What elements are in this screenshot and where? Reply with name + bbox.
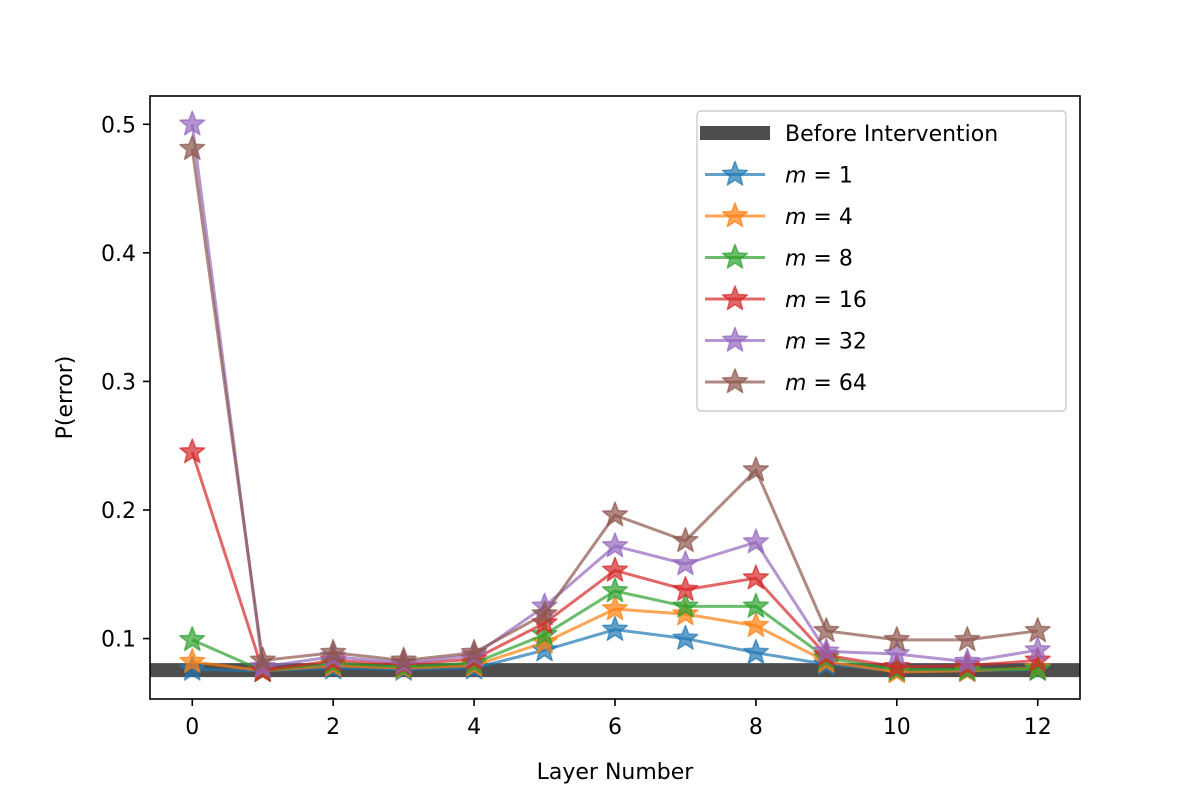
legend-value: = 4: [806, 205, 852, 230]
x-axis-label: Layer Number: [537, 760, 695, 785]
data-point: [954, 626, 981, 652]
legend-var: m: [785, 205, 806, 230]
data-point: [1024, 617, 1051, 643]
data-point: [179, 626, 206, 652]
data-point: [1024, 655, 1051, 681]
data-point: [601, 501, 629, 527]
y-tick-label: 0.3: [101, 370, 136, 395]
data-point: [672, 550, 699, 576]
legend-var: m: [785, 288, 806, 313]
data-point: [249, 646, 276, 672]
legend-value: = 8: [806, 247, 852, 272]
data-point: [742, 638, 770, 664]
x-tick-label: 8: [749, 715, 763, 740]
legend-value: = 1: [806, 164, 852, 189]
data-point: [179, 647, 206, 673]
data-point: [1024, 646, 1051, 672]
legend-baseline-label: Before Intervention: [785, 122, 998, 147]
legend-box: [696, 110, 1067, 412]
data-point: [672, 624, 699, 650]
legend-value: = 16: [806, 288, 866, 313]
legend-label-m32: m = 32: [785, 330, 867, 355]
data-point: [601, 615, 629, 641]
y-tick-label: 0.5: [101, 113, 136, 138]
data-point: [883, 653, 910, 679]
data-point: [601, 556, 629, 582]
legend-handle-star: [721, 202, 749, 228]
legend-var: m: [785, 371, 806, 396]
y-tick-label: 0.4: [101, 242, 136, 267]
legend-handle-star: [721, 243, 749, 269]
data-point: [1024, 636, 1051, 662]
legend-handle-star: [721, 160, 749, 186]
legend-label-m4: m = 4: [785, 205, 853, 230]
data-point: [813, 637, 840, 663]
x-axis-ticks: 0 2 4 6 8 10 12: [185, 699, 1052, 740]
data-point: [672, 527, 699, 553]
data-point: [742, 528, 770, 554]
data-point: [672, 592, 699, 618]
data-point: [672, 575, 699, 601]
data-point: [179, 134, 206, 160]
y-tick-label: 0.2: [101, 499, 136, 524]
data-point: [390, 646, 417, 672]
data-point: [531, 600, 558, 626]
x-tick-label: 0: [185, 715, 199, 740]
y-tick-label: 0.1: [101, 628, 136, 653]
legend-var: m: [785, 330, 806, 355]
y-axis-ticks: 0.1 0.2 0.3 0.4 0.5: [101, 113, 150, 653]
legend-value: = 64: [806, 371, 866, 396]
data-point: [742, 611, 770, 637]
data-point: [954, 647, 981, 673]
legend-handle-star: [721, 368, 749, 394]
x-tick-label: 2: [326, 715, 340, 740]
data-point: [742, 564, 770, 590]
legend-label-m1: m = 1: [785, 164, 853, 189]
x-tick-label: 12: [1024, 715, 1052, 740]
data-point: [742, 592, 770, 618]
legend-value: = 32: [806, 330, 866, 355]
legend-handle-star: [721, 285, 749, 311]
legend-label-m64: m = 64: [785, 371, 867, 396]
data-point: [179, 438, 206, 464]
data-point: [460, 638, 488, 664]
data-point: [179, 110, 206, 136]
series-64: [179, 134, 1051, 672]
legend-var: m: [785, 247, 806, 272]
data-point: [601, 595, 629, 621]
data-point: [601, 532, 629, 558]
legend-var: m: [785, 164, 806, 189]
x-tick-label: 10: [883, 715, 911, 740]
data-point: [531, 620, 558, 646]
plot-content: [150, 110, 1080, 684]
data-point: [883, 626, 910, 652]
x-tick-label: 4: [467, 715, 481, 740]
data-point: [672, 600, 699, 626]
data-point: [883, 640, 910, 666]
x-tick-label: 6: [608, 715, 622, 740]
legend-handle-star: [721, 326, 749, 352]
y-axis-label: P(error): [53, 356, 78, 440]
data-point: [742, 456, 770, 482]
data-point: [601, 577, 629, 603]
legend-label-m8: m = 8: [785, 247, 853, 272]
legend-label-m16: m = 16: [785, 288, 867, 313]
data-point: [179, 655, 206, 681]
data-point: [320, 638, 347, 664]
data-point: [813, 617, 840, 643]
